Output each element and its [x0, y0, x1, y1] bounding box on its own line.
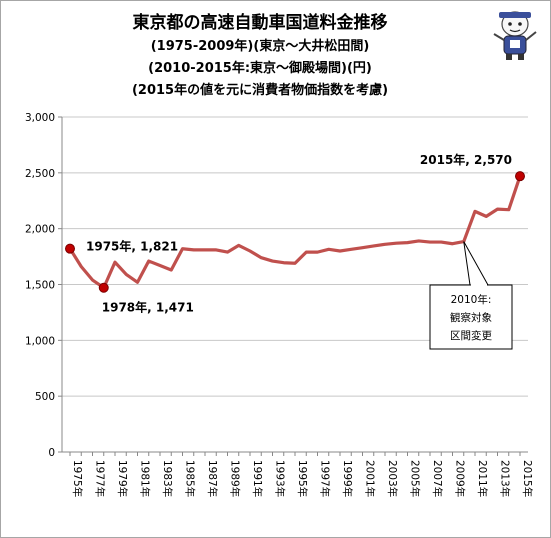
data-label: 2015年, 2,570 — [420, 152, 512, 167]
x-tick-label: 1985年 — [184, 460, 197, 497]
y-tick-label: 2,000 — [25, 224, 55, 236]
chart-subtitle-3: (2015年の値を元に消費者物価指数を考慮) — [131, 83, 389, 98]
x-tick-label: 1989年 — [229, 460, 242, 497]
x-tick-label: 1993年 — [274, 460, 287, 497]
x-tick-label: 2001年 — [364, 460, 377, 497]
x-tick-label: 2007年 — [431, 460, 444, 497]
x-tick-label: 1975年 — [71, 460, 84, 497]
x-tick-label: 1983年 — [161, 460, 174, 497]
chart-title: 東京都の高速自動車国道料金推移 — [132, 13, 388, 33]
x-axis-ticks: 1975年 1977年 1979年 1981年 1983年 1985年 1987年 1989年… — [69, 452, 534, 497]
highlight-marker — [65, 243, 75, 254]
x-tick-label: 2005年 — [409, 460, 422, 497]
y-tick-label: 1,500 — [25, 280, 55, 292]
x-tick-label: 1977年 — [94, 460, 107, 497]
data-label: 1975年, 1,821 — [86, 239, 178, 254]
y-tick-label: 0 — [48, 447, 55, 459]
callout-box — [429, 284, 513, 350]
highlight-marker — [98, 282, 109, 293]
y-tick-label: 2,500 — [25, 168, 55, 180]
x-tick-label: 1999年 — [341, 460, 354, 497]
y-tick-label: 500 — [35, 391, 55, 403]
x-tick-label: 1979年 — [116, 460, 129, 497]
callout-text: 区間変更 — [450, 329, 492, 342]
x-tick-label: 1981年 — [139, 460, 152, 497]
highlight-marker — [515, 171, 525, 182]
series-layer — [68, 174, 522, 290]
x-tick-label: 2015年 — [521, 460, 534, 497]
x-tick-label: 2013年 — [499, 460, 512, 497]
x-tick-label: 2011年 — [476, 460, 489, 497]
chart-subtitle-2: (2010-2015年:東京～御殿場間)(円) — [148, 61, 372, 76]
data-label: 1978年, 1,471 — [102, 300, 194, 315]
x-tick-label: 1991年 — [251, 460, 264, 497]
x-tick-label: 2009年 — [454, 460, 467, 497]
callout-text: 2010年: — [451, 293, 492, 306]
chart-subtitle-1: (1975-2009年)(東京～大井松田間) — [150, 39, 370, 54]
x-tick-label: 2003年 — [386, 460, 399, 497]
annotations: 1975年, 1,821 1978年, 1,471 2015年, 2,570 2010… — [65, 152, 525, 350]
y-tick-label: 1,000 — [25, 335, 55, 347]
y-axis-ticks: 0 500 1,000 1,500 2,000 2,500 3,000 — [25, 112, 62, 459]
mascot-icon — [493, 11, 537, 60]
callout-text: 観察対象 — [450, 311, 492, 324]
x-tick-label: 1997年 — [319, 460, 332, 497]
y-tick-label: 3,000 — [25, 112, 55, 124]
x-tick-label: 1995年 — [296, 460, 309, 497]
series-line — [68, 174, 522, 290]
callout-pointer — [463, 241, 489, 286]
x-tick-label: 1987年 — [206, 460, 219, 497]
